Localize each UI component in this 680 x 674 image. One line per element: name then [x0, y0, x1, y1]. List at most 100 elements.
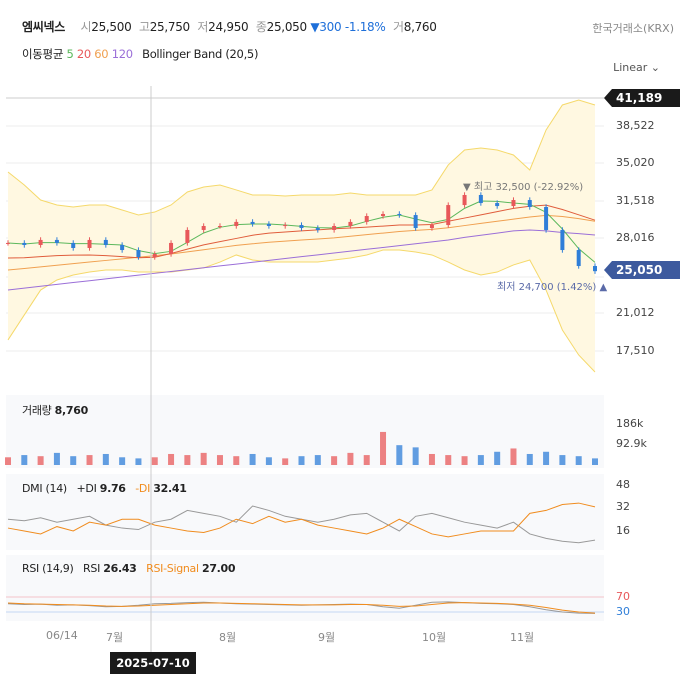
y-tick: 186k [616, 417, 644, 430]
candle [71, 242, 76, 248]
x-tick: 8월 [219, 631, 237, 644]
high-annotation: ▼ 최고 32,500 (-22.92%) [463, 182, 584, 193]
di-minus-name: -DI [135, 482, 151, 495]
volume-bar [428, 453, 435, 465]
down-arrow-icon: ▼ [310, 20, 320, 34]
candle [283, 225, 288, 227]
scale-value: Linear [613, 61, 648, 74]
volume-bar [314, 455, 321, 465]
volume-value: 8,760 [403, 20, 437, 34]
rsi-name: RSI [83, 562, 101, 575]
volume-title: 거래량 [22, 404, 52, 417]
rsi-panel-bg [6, 555, 604, 621]
bollinger-upper-line [7, 99, 596, 216]
candle [397, 213, 402, 216]
y-tick: 16 [616, 524, 630, 537]
volume-bar [559, 455, 566, 465]
candle [576, 250, 581, 267]
x-tick: 9월 [318, 631, 336, 644]
candle [120, 244, 125, 251]
y-tick: 48 [616, 478, 630, 491]
volume-bar [412, 447, 419, 465]
ma60-legend: 60 [94, 47, 109, 61]
y-tick: 31,518 [616, 194, 655, 207]
crosshair-date-tag: 2025-07-10 [110, 652, 196, 674]
volume-bar [200, 452, 207, 465]
volume-bar [543, 451, 550, 465]
y-tick: 38,522 [616, 119, 655, 132]
candle [364, 216, 369, 222]
dmi-panel-bg [6, 474, 604, 550]
candle [185, 229, 190, 243]
rsi-value: 26.43 [103, 562, 137, 575]
candle [593, 266, 597, 272]
volume-bar [461, 456, 468, 465]
volume-bar [233, 456, 240, 465]
bollinger-legend: Bollinger Band (20,5) [142, 47, 259, 61]
candle [250, 221, 255, 224]
rsi-panel-label: RSI (14,9) RSI 26.43 RSI-Signal 27.00 [22, 562, 236, 575]
y-tick: 92.9k [616, 437, 647, 450]
rsi-signal-name: RSI-Signal [146, 562, 199, 575]
indicator-legend[interactable]: 이동평균 5 20 60 120 Bollinger Band (20,5) [22, 46, 258, 62]
change-percent: -1.18% [344, 20, 386, 34]
x-tick: 10월 [422, 631, 447, 644]
candle [560, 229, 565, 251]
volume-bar [5, 457, 11, 465]
candle [348, 221, 353, 226]
volume-bar [592, 458, 598, 465]
bollinger-band-fill [8, 100, 595, 373]
y-tick: 28,016 [616, 231, 655, 244]
x-tick: 7월 [106, 631, 124, 644]
volume-bar [265, 457, 272, 465]
chevron-down-icon: ⌄ [650, 61, 660, 74]
max-price-tag: 41,189 [604, 89, 680, 107]
candle [446, 205, 451, 226]
volume-bar [363, 455, 370, 465]
candle [152, 253, 157, 258]
volume-bar [184, 455, 191, 465]
y-tick: 35,020 [616, 156, 655, 169]
scale-dropdown[interactable]: Linear ⌄ [613, 61, 660, 74]
low-label: 저 [197, 20, 209, 34]
y-tick: 30 [616, 605, 630, 618]
volume-bar [347, 452, 354, 465]
di-plus-name: +DI [76, 482, 97, 495]
high-label: 고 [138, 20, 150, 34]
volume-bar [526, 453, 533, 465]
dmi-title: DMI (14) [22, 482, 67, 495]
volume-current: 8,760 [54, 404, 89, 417]
volume-label: 거 [393, 20, 404, 34]
candle [6, 242, 10, 244]
close-value: 25,050 [266, 20, 308, 34]
ma60-line [7, 214, 596, 271]
candle [495, 203, 500, 207]
last-price-tag: 25,050 [604, 261, 680, 279]
candle [217, 225, 222, 227]
volume-bar [37, 456, 44, 465]
candle [103, 239, 108, 245]
volume-bar [331, 456, 338, 465]
volume-bar [135, 458, 142, 465]
volume-bar [21, 455, 28, 465]
rsi-title: RSI (14,9) [22, 562, 74, 575]
ma20-line [7, 204, 596, 259]
candle [136, 250, 141, 258]
bollinger-lower-line [7, 249, 596, 373]
candle [266, 223, 271, 226]
volume-bar [70, 456, 77, 465]
volume-bar [86, 455, 93, 465]
volume-bar [102, 453, 109, 465]
candle [299, 225, 304, 229]
volume-bar [298, 456, 305, 465]
volume-bar [168, 453, 175, 465]
y-tick: 32 [616, 500, 630, 513]
y-tick: 70 [616, 590, 630, 603]
candle [478, 194, 483, 204]
exchange-label: 한국거래소(KRX) [592, 22, 674, 35]
high-value: 25,750 [149, 20, 191, 34]
open-label: 시 [80, 20, 92, 34]
candle [429, 225, 434, 229]
candle [201, 225, 206, 230]
